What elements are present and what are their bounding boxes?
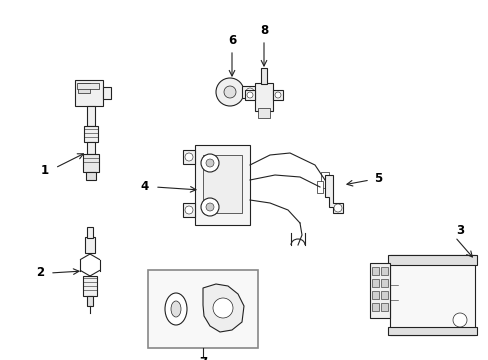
Text: 4: 4: [141, 180, 149, 194]
Bar: [371, 303, 378, 311]
Bar: [87, 106, 95, 126]
Bar: [380, 267, 387, 275]
Bar: [87, 142, 95, 154]
Circle shape: [184, 153, 193, 161]
Bar: [84, 126, 98, 142]
Ellipse shape: [164, 293, 186, 325]
Bar: [87, 227, 93, 238]
Circle shape: [452, 313, 466, 327]
Bar: [320, 172, 328, 188]
Bar: [244, 90, 254, 100]
Polygon shape: [325, 175, 342, 213]
Circle shape: [213, 298, 232, 318]
Text: 7: 7: [199, 356, 206, 360]
Text: 8: 8: [259, 23, 267, 36]
Circle shape: [201, 154, 219, 172]
Bar: [380, 291, 387, 299]
Circle shape: [245, 88, 253, 96]
Bar: [380, 303, 387, 311]
Bar: [86, 172, 96, 180]
Bar: [371, 279, 378, 287]
Bar: [87, 296, 93, 306]
Bar: [148, 270, 258, 348]
Bar: [195, 145, 249, 225]
Bar: [254, 83, 272, 111]
Circle shape: [184, 206, 193, 214]
Bar: [369, 263, 389, 318]
Text: 3: 3: [455, 225, 463, 238]
Bar: [272, 90, 283, 100]
Bar: [83, 154, 99, 172]
Polygon shape: [203, 284, 244, 332]
Bar: [183, 203, 195, 217]
Bar: [85, 237, 95, 253]
Bar: [371, 267, 378, 275]
Bar: [103, 87, 111, 99]
Text: 2: 2: [36, 266, 44, 279]
Circle shape: [205, 203, 214, 211]
Circle shape: [205, 159, 214, 167]
Bar: [183, 150, 195, 164]
Bar: [371, 291, 378, 299]
Bar: [78, 83, 90, 93]
Bar: [77, 83, 99, 89]
Circle shape: [216, 78, 244, 106]
Bar: [203, 155, 242, 213]
Circle shape: [224, 86, 236, 98]
Bar: [258, 108, 269, 118]
Text: 5: 5: [373, 172, 381, 185]
Bar: [316, 181, 323, 193]
Text: 1: 1: [41, 163, 49, 176]
Bar: [242, 86, 258, 98]
Bar: [389, 255, 474, 335]
Bar: [380, 279, 387, 287]
Circle shape: [246, 92, 252, 98]
Bar: [387, 327, 476, 335]
Text: 6: 6: [227, 33, 236, 46]
Bar: [75, 80, 103, 106]
Circle shape: [274, 92, 281, 98]
Bar: [387, 255, 476, 265]
Bar: [261, 68, 266, 84]
Bar: [83, 276, 97, 296]
Circle shape: [201, 198, 219, 216]
Ellipse shape: [171, 301, 181, 317]
Circle shape: [333, 204, 341, 212]
